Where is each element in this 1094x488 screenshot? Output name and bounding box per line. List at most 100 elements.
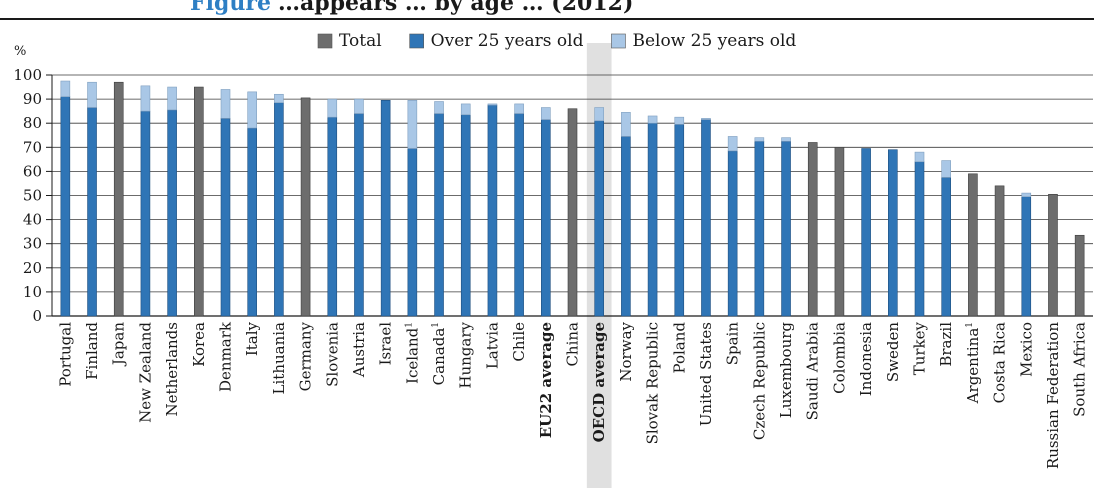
x-tick-label: Slovak Republic <box>644 322 662 444</box>
bar-over25 <box>861 148 871 317</box>
bar-over25 <box>247 127 257 317</box>
bar-over25 <box>781 140 791 317</box>
x-tick-label: Slovenia <box>323 322 341 387</box>
bar-below25 <box>754 137 765 142</box>
y-tick-label: 20 <box>23 259 42 277</box>
x-tick-label: Russian Federation <box>1044 322 1062 469</box>
x-tick-label: Mexico <box>1017 322 1035 377</box>
bar-over25 <box>487 104 498 317</box>
bar-below25 <box>1021 192 1032 198</box>
x-tick-label: Japan <box>110 322 128 368</box>
legend-label-total: Total <box>339 31 382 51</box>
x-tick-label-footnote: 1 <box>431 322 441 328</box>
bar-over25 <box>354 113 364 317</box>
bar-over25 <box>914 161 925 317</box>
bar-over25 <box>434 113 444 317</box>
x-tick-label: Austria <box>350 322 368 378</box>
legend-swatch-below25 <box>611 33 626 49</box>
figure-title: Figure …appears … by age … (2012) <box>190 0 633 16</box>
x-tick-label: Indonesia <box>857 322 875 396</box>
x-tick-label: Spain <box>724 322 742 366</box>
x-tick-label: OECD average <box>590 322 608 442</box>
bar-below25 <box>727 136 738 152</box>
x-tick-label: Costa Rica <box>991 322 1009 403</box>
x-tick-label: China <box>564 322 582 367</box>
bar-below25 <box>327 98 338 118</box>
bar-below25 <box>941 160 951 178</box>
y-tick-label: 100 <box>13 66 42 84</box>
y-tick-label: 60 <box>23 162 42 180</box>
legend-swatch-over25 <box>409 33 424 49</box>
bar-total <box>194 86 204 317</box>
bar-total <box>1048 193 1058 317</box>
bar-over25 <box>541 119 551 317</box>
bar-below25 <box>354 98 364 114</box>
bar-over25 <box>60 96 71 317</box>
y-tick-label: 30 <box>23 235 42 253</box>
x-tick-label: New Zealand <box>136 322 154 423</box>
y-tick-label: 10 <box>23 283 42 301</box>
bar-below25 <box>781 137 791 142</box>
bar-below25 <box>247 91 257 129</box>
bar-below25 <box>460 103 471 116</box>
y-tick-label: 80 <box>23 114 42 132</box>
bar-total <box>968 173 978 317</box>
bar-over25 <box>674 124 685 317</box>
x-tick-label: Sweden <box>884 322 902 382</box>
x-tick-label: Iceland1 <box>403 322 421 384</box>
x-tick-label: Brazil <box>937 322 955 367</box>
y-tick-label: 90 <box>23 90 42 108</box>
y-tick-label: 70 <box>23 138 42 156</box>
bar-below25 <box>487 103 498 106</box>
bar-below25 <box>541 107 551 120</box>
x-tick-label: Portugal <box>56 322 74 387</box>
bar-below25 <box>274 93 284 104</box>
x-tick-label: Turkey <box>911 321 929 375</box>
bar-below25 <box>594 107 604 122</box>
bar-below25 <box>60 80 71 97</box>
x-tick-label-footnote: 1 <box>404 322 414 328</box>
bar-over25 <box>647 122 658 317</box>
bar-total <box>113 81 124 317</box>
bar-below25 <box>434 101 444 114</box>
x-tick-label: Germany <box>297 321 315 391</box>
legend-label-below25: Below 25 years old <box>632 31 796 51</box>
bar-over25 <box>621 136 631 317</box>
x-tick-label: Israel <box>377 322 395 366</box>
bar-below25 <box>167 86 177 111</box>
bar-total <box>994 185 1005 317</box>
y-tick-label: 50 <box>23 187 42 205</box>
x-tick-label: Hungary <box>457 321 475 388</box>
legend-label-over25: Over 25 years old <box>431 31 584 51</box>
bar-below25 <box>647 115 658 124</box>
y-tick-label: 0 <box>32 307 42 325</box>
bar-over25 <box>514 113 524 317</box>
figure-title-bar: Figure …appears … by age … (2012) <box>0 0 1094 20</box>
bar-over25 <box>888 149 898 317</box>
bar-over25 <box>701 119 711 317</box>
bar-over25 <box>274 102 284 317</box>
x-tick-label: Czech Republic <box>750 322 768 440</box>
bar-below25 <box>674 116 685 125</box>
x-tick-label: Poland <box>670 322 688 374</box>
x-tick-label: Chile <box>510 322 528 362</box>
bar-below25 <box>914 151 925 163</box>
x-tick-label: South Africa <box>1071 322 1089 417</box>
bar-below25 <box>407 100 418 149</box>
x-tick-label-footnote: 1 <box>965 322 975 328</box>
x-tick-label: Lithuania <box>270 322 288 395</box>
bar-below25 <box>514 103 524 114</box>
y-tick-label: 40 <box>23 211 42 229</box>
bar-total <box>834 147 845 317</box>
bar-total <box>1074 234 1085 317</box>
figure-title-prefix: Figure <box>190 0 271 16</box>
x-tick-label: Saudi Arabia <box>804 322 822 420</box>
bar-over25 <box>407 148 418 317</box>
x-tick-label: Norway <box>617 321 635 381</box>
x-tick-label: United States <box>697 322 715 426</box>
bar-over25 <box>754 140 765 317</box>
bar-over25 <box>460 114 471 317</box>
bar-below25 <box>220 89 231 119</box>
bar-over25 <box>140 110 151 317</box>
